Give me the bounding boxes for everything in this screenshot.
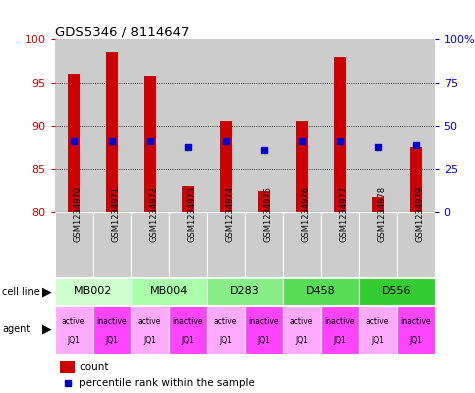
Bar xyxy=(93,212,131,277)
Bar xyxy=(181,186,194,212)
Bar xyxy=(93,39,131,212)
Text: JQ1: JQ1 xyxy=(257,336,270,345)
Bar xyxy=(169,39,207,212)
Bar xyxy=(169,306,207,354)
Text: inactive: inactive xyxy=(96,317,127,325)
Bar xyxy=(245,39,283,212)
Bar xyxy=(371,196,384,212)
Text: GDS5346 / 8114647: GDS5346 / 8114647 xyxy=(55,25,189,38)
Text: JQ1: JQ1 xyxy=(333,336,346,345)
Text: JQ1: JQ1 xyxy=(371,336,384,345)
Text: GSM1234975: GSM1234975 xyxy=(264,186,273,242)
Text: count: count xyxy=(79,362,109,372)
Bar xyxy=(359,306,397,354)
Text: JQ1: JQ1 xyxy=(295,336,308,345)
Bar xyxy=(60,361,75,373)
Bar xyxy=(55,212,93,277)
Bar xyxy=(93,306,131,354)
Bar xyxy=(359,39,397,212)
Text: GSM1234972: GSM1234972 xyxy=(150,186,159,242)
Text: JQ1: JQ1 xyxy=(409,336,422,345)
Text: active: active xyxy=(214,317,238,325)
Text: ▶: ▶ xyxy=(42,323,51,336)
Bar xyxy=(283,278,359,305)
Text: GSM1234979: GSM1234979 xyxy=(416,186,425,242)
Bar xyxy=(207,212,245,277)
Bar xyxy=(131,306,169,354)
Text: D283: D283 xyxy=(230,286,259,296)
Bar xyxy=(321,39,359,212)
Text: GSM1234970: GSM1234970 xyxy=(74,186,83,242)
Bar xyxy=(295,121,308,212)
Bar xyxy=(321,306,359,354)
Text: active: active xyxy=(62,317,86,325)
Text: D458: D458 xyxy=(306,286,335,296)
Text: D556: D556 xyxy=(382,286,411,296)
Bar xyxy=(283,39,321,212)
Text: GSM1234971: GSM1234971 xyxy=(112,186,121,242)
Text: GSM1234973: GSM1234973 xyxy=(188,186,197,242)
Bar xyxy=(67,74,80,212)
Bar xyxy=(257,191,270,212)
Bar xyxy=(359,212,397,277)
Bar xyxy=(333,57,346,212)
Bar xyxy=(397,306,435,354)
Bar xyxy=(283,306,321,354)
Bar xyxy=(131,278,207,305)
Text: inactive: inactive xyxy=(248,317,279,325)
Bar xyxy=(359,278,435,305)
Bar xyxy=(207,39,245,212)
Text: cell line: cell line xyxy=(2,286,40,297)
Bar xyxy=(245,212,283,277)
Bar xyxy=(397,39,435,212)
Bar xyxy=(169,212,207,277)
Bar xyxy=(409,147,422,212)
Text: active: active xyxy=(366,317,389,325)
Bar xyxy=(397,212,435,277)
Bar xyxy=(55,278,131,305)
Text: ▶: ▶ xyxy=(42,285,51,298)
Bar xyxy=(207,306,245,354)
Bar xyxy=(207,278,283,305)
Text: JQ1: JQ1 xyxy=(105,336,118,345)
Bar xyxy=(55,306,93,354)
Text: inactive: inactive xyxy=(400,317,431,325)
Text: inactive: inactive xyxy=(172,317,203,325)
Text: GSM1234976: GSM1234976 xyxy=(302,186,311,242)
Bar xyxy=(321,212,359,277)
Text: active: active xyxy=(290,317,314,325)
Text: agent: agent xyxy=(2,324,30,334)
Text: JQ1: JQ1 xyxy=(67,336,80,345)
Text: MB004: MB004 xyxy=(150,286,188,296)
Text: inactive: inactive xyxy=(324,317,355,325)
Text: JQ1: JQ1 xyxy=(181,336,194,345)
Bar xyxy=(219,121,232,212)
Text: GSM1234977: GSM1234977 xyxy=(340,186,349,242)
Bar xyxy=(143,75,156,212)
Text: active: active xyxy=(138,317,162,325)
Bar xyxy=(245,306,283,354)
Text: GSM1234978: GSM1234978 xyxy=(378,186,387,242)
Bar xyxy=(283,212,321,277)
Text: JQ1: JQ1 xyxy=(219,336,232,345)
Bar xyxy=(55,39,93,212)
Bar xyxy=(131,39,169,212)
Text: GSM1234974: GSM1234974 xyxy=(226,186,235,242)
Bar xyxy=(105,52,118,212)
Text: JQ1: JQ1 xyxy=(143,336,156,345)
Bar xyxy=(131,212,169,277)
Text: percentile rank within the sample: percentile rank within the sample xyxy=(79,378,255,388)
Text: MB002: MB002 xyxy=(74,286,112,296)
